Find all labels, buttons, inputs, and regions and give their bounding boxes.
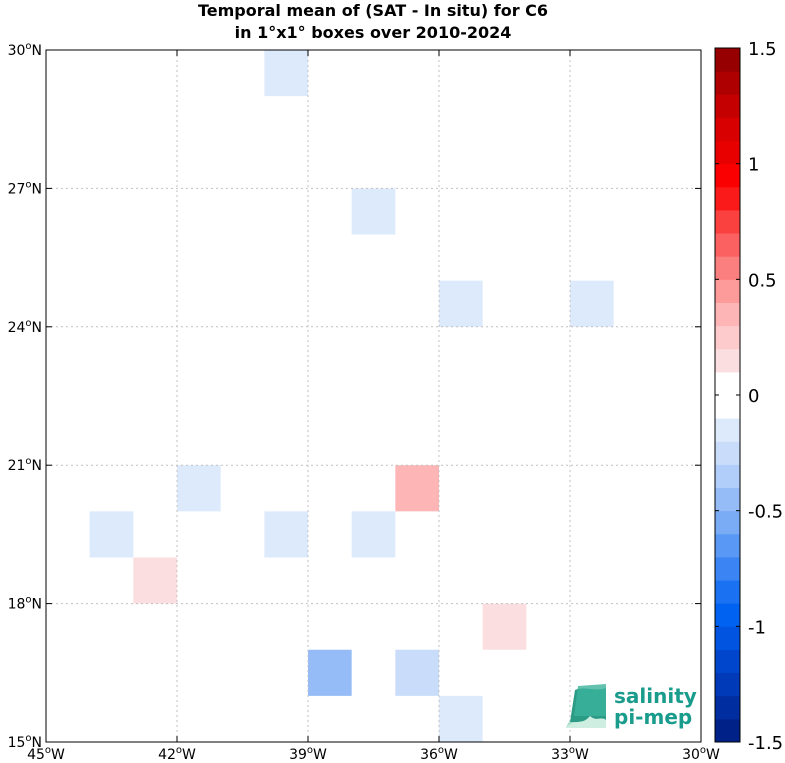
colorbar-segment [715, 441, 740, 465]
colorbar-segment [715, 71, 740, 95]
colorbar-segment [715, 580, 740, 604]
logo-line2: pi-mep [614, 705, 692, 729]
colorbar-segment [715, 163, 740, 188]
y-axis-ticks: 15oN 18oN 21oN 24oN 27oN 30oN [8, 41, 701, 751]
colorbar-segment [715, 695, 740, 720]
colorbar-segment [715, 487, 740, 512]
colorbar-segment [715, 418, 740, 442]
colorbar-segment [715, 371, 740, 396]
colorbar-segment [715, 510, 740, 535]
wave-logo-icon [566, 684, 606, 728]
heatmap-cell [395, 465, 439, 512]
heatmap-cell [351, 511, 396, 558]
colorbar-tick-label: 1.5 [748, 39, 777, 60]
colorbar-tick-label: 0.5 [748, 270, 777, 291]
chart-title-line2: in 1°x1° boxes over 2010-2024 [235, 23, 512, 42]
colorbar-segment [715, 117, 740, 142]
colorbar-tick-label: 1 [748, 155, 759, 176]
colorbar-segment [715, 233, 740, 257]
x-tick-label: 42oW [158, 745, 196, 763]
logo-line1: salinity [614, 684, 697, 708]
colorbar-segment [715, 603, 740, 627]
heatmap-cell [264, 511, 308, 558]
y-tick-label: 30oN [8, 41, 42, 59]
colorbar-segment [715, 209, 740, 234]
x-tick-label: 36oW [420, 745, 458, 763]
colorbar-segment [715, 325, 740, 350]
colorbar-segment [715, 48, 740, 72]
heatmap-cell [482, 603, 527, 650]
colorbar-segment [715, 672, 740, 697]
colorbar-segment [715, 556, 740, 581]
x-tick-label: 33oW [551, 745, 589, 763]
heatmap-cells [89, 50, 614, 742]
colorbar-ticks: 1.5 1 0.5 0 -0.5 -1 -1.5 [715, 39, 783, 754]
colorbar-segment [715, 718, 740, 743]
colorbar-segment [715, 464, 740, 489]
colorbar-segment [715, 279, 740, 303]
colorbar-segment [715, 626, 740, 650]
colorbar-tick-label: 0 [748, 386, 759, 407]
salinity-pi-mep-logo: salinity pi-mep [566, 684, 697, 729]
heatmap-cell [395, 649, 439, 696]
y-tick-label: 27oN [8, 179, 42, 197]
chart-title-line1: Temporal mean of (SAT - In situ) for C6 [198, 1, 548, 20]
heatmap-cell [439, 280, 483, 327]
heatmap-cell [89, 511, 134, 558]
colorbar-tick-label: -1 [748, 617, 766, 638]
colorbar-segment [715, 140, 740, 165]
heatmap-cell [439, 695, 483, 742]
y-tick-label: 24oN [8, 318, 42, 336]
heatmap-cell [133, 557, 177, 604]
colorbar-segment [715, 94, 740, 118]
grid-lines [46, 50, 701, 742]
y-tick-label: 21oN [8, 456, 42, 474]
x-axis-ticks: 45oW 42oW 39oW 36oW 33oW 30oW [27, 50, 720, 763]
x-tick-label: 39oW [289, 745, 327, 763]
heatmap-cell [570, 280, 614, 327]
y-tick-label: 18oN [8, 595, 42, 613]
colorbar-segment [715, 649, 740, 674]
heatmap-cell [264, 50, 308, 97]
plot-frame [45, 49, 702, 743]
y-tick-label: 15oN [8, 733, 42, 751]
heatmap-cell [308, 649, 352, 696]
colorbar-segment [715, 302, 740, 327]
colorbar-segment [715, 395, 740, 419]
colorbar-segment [715, 186, 740, 211]
colorbar-segment [715, 256, 740, 280]
colorbar-tick-label: -0.5 [748, 502, 783, 523]
x-tick-label: 45oW [27, 745, 65, 763]
colorbar-segment [715, 533, 740, 558]
colorbar-tick-label: -1.5 [748, 733, 783, 754]
x-tick-label: 30oW [682, 745, 720, 763]
colorbar-segment [715, 348, 740, 373]
heatmap-cell [177, 465, 221, 512]
heatmap-cell [351, 188, 396, 235]
